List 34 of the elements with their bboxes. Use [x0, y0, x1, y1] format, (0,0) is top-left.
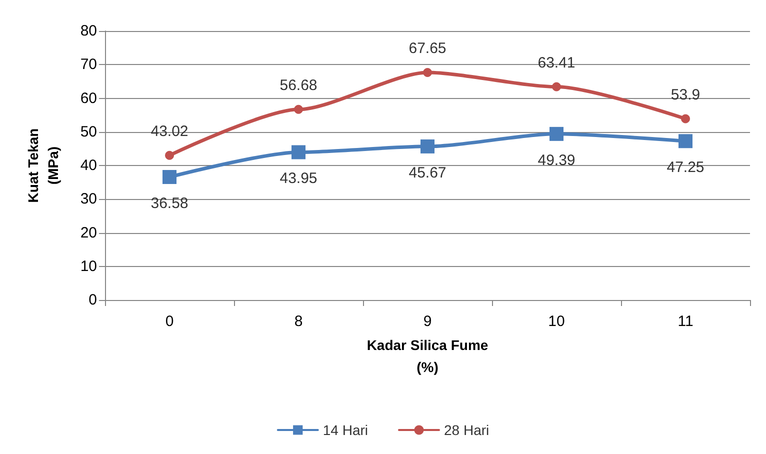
data-label: 36.58 — [150, 195, 188, 212]
data-label: 49.39 — [538, 152, 576, 169]
point — [552, 82, 561, 92]
point — [420, 139, 434, 154]
point — [423, 68, 432, 78]
data-label: 67.65 — [408, 40, 446, 58]
data-label: 43.95 — [280, 170, 318, 188]
x-tick-label: 10 — [548, 313, 565, 330]
point — [678, 134, 692, 148]
y-tick-label: 0 — [88, 292, 97, 308]
legend-label: 14 Hari — [322, 422, 368, 438]
y-tick-label: 20 — [80, 224, 97, 242]
y-tick-label: 60 — [80, 90, 97, 107]
point — [550, 126, 564, 141]
y-tick-label: 50 — [80, 123, 97, 140]
data-label: 56.68 — [280, 76, 318, 94]
y-axis-title: Kuat Tekan (MPa) — [25, 128, 61, 203]
point — [681, 114, 690, 124]
point — [294, 104, 303, 114]
point — [292, 145, 306, 160]
data-label: 45.67 — [408, 164, 446, 182]
point — [165, 150, 174, 160]
y-tick-label: 80 — [80, 22, 97, 40]
x-tick-label: 0 — [165, 313, 174, 330]
y-tick-label: 70 — [80, 56, 97, 74]
y-tick-label: 30 — [80, 190, 97, 208]
y-tick-label: 40 — [80, 157, 97, 174]
x-tick-label: 8 — [294, 313, 303, 330]
x-tick-label: 9 — [423, 313, 432, 330]
legend-label: 28 Hari — [444, 422, 490, 438]
y-tick-label: 10 — [80, 258, 97, 275]
x-tick-label: 11 — [678, 313, 694, 330]
x-axis-title: Kadar Silica Fume (%) — [366, 336, 488, 375]
point — [162, 170, 176, 184]
